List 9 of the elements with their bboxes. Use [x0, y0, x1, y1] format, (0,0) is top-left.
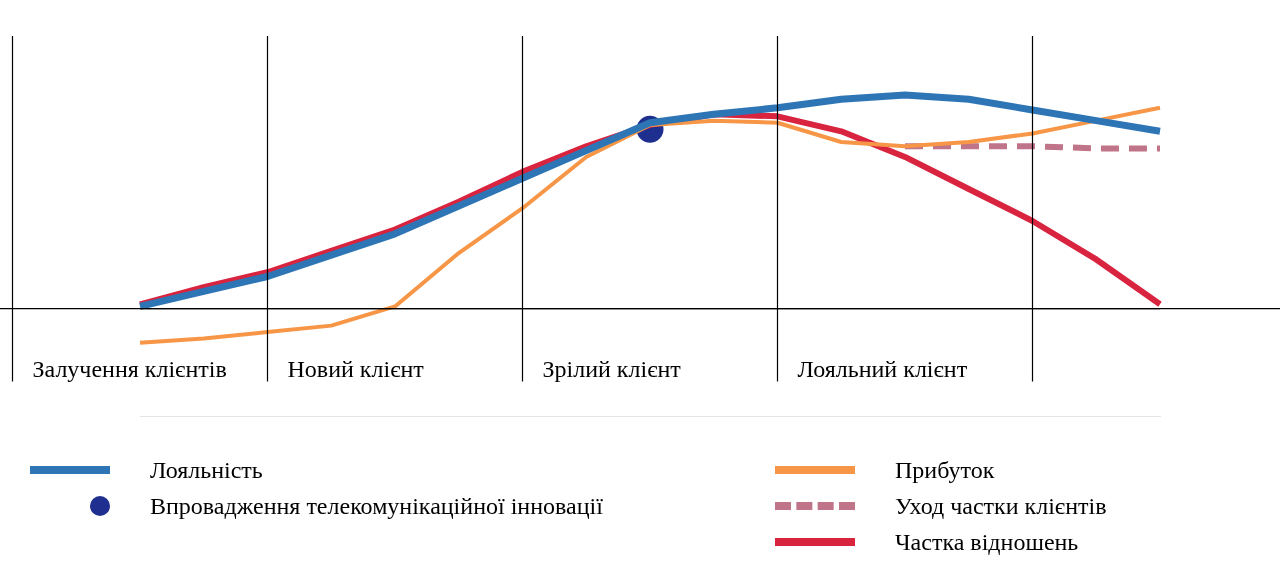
legend-label: Уход частки клієнтів: [895, 492, 1107, 520]
legend-label: Лояльність: [150, 456, 263, 484]
text: Залучення клієнтів: [32, 355, 227, 382]
legend-label: Частка відношень: [895, 528, 1079, 556]
text: Новий клієнт: [287, 355, 425, 382]
legend-label: Прибуток: [895, 456, 995, 484]
legend-label: Впровадження телекомунікаційної інновації: [150, 492, 603, 520]
text: Лояльний клієнт: [797, 355, 968, 382]
text: Зрілий клієнт: [542, 355, 682, 382]
